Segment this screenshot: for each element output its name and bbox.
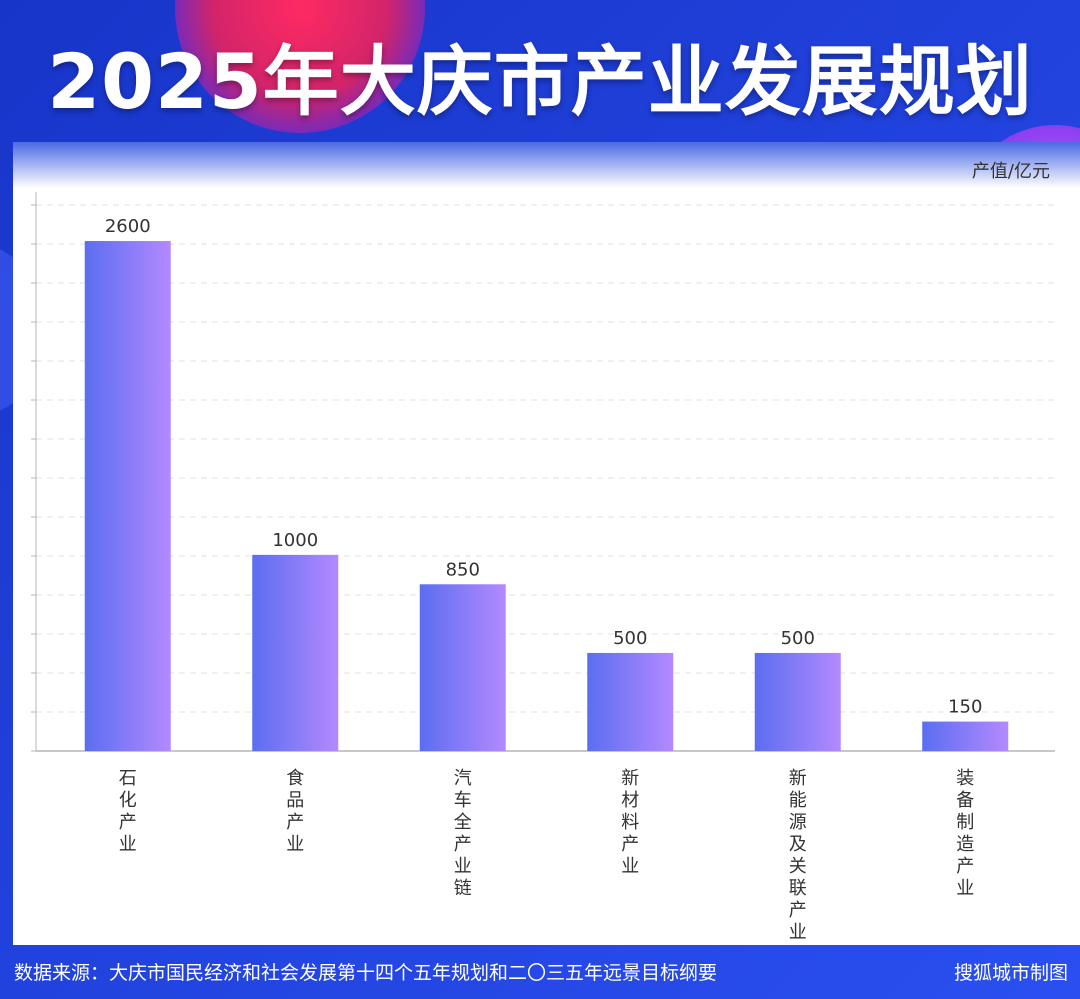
bar-1 — [84, 241, 171, 751]
x-tick-label-4: 新材料产业 — [621, 768, 639, 877]
bar-3 — [419, 584, 506, 751]
data-label-4: 500 — [613, 628, 647, 649]
page-title: 2025年大庆市产业发展规划 — [47, 37, 1033, 126]
bar-6 — [922, 721, 1009, 751]
data-source-text: 数据来源：大庆市国民经济和社会发展第十四个五年规划和二〇三五年远景目标纲要 — [14, 962, 718, 984]
bar-5 — [754, 652, 841, 751]
data-label-3: 850 — [446, 559, 480, 580]
card-header-fade — [13, 142, 1080, 188]
data-label-5: 500 — [781, 628, 815, 649]
data-label-1: 2600 — [105, 216, 151, 237]
x-tick-label-2: 食品产业 — [286, 768, 304, 855]
x-tick-label-6: 装备制造产业 — [956, 768, 974, 899]
pink-circle-decoration — [175, 0, 425, 133]
credit-text: 搜狐城市制图 — [953, 962, 1068, 984]
data-label-6: 150 — [948, 697, 982, 718]
x-tick-label-3: 汽车全产业链 — [454, 768, 472, 899]
y-axis-unit-label: 产值/亿元 — [971, 161, 1050, 182]
bar-4 — [587, 652, 674, 751]
x-tick-label-5: 新能源及关联产业 — [789, 768, 807, 943]
chart-card — [13, 142, 1080, 945]
bar-2 — [252, 554, 339, 751]
data-label-2: 1000 — [272, 530, 318, 551]
x-tick-label-1: 石化产业 — [119, 768, 137, 855]
